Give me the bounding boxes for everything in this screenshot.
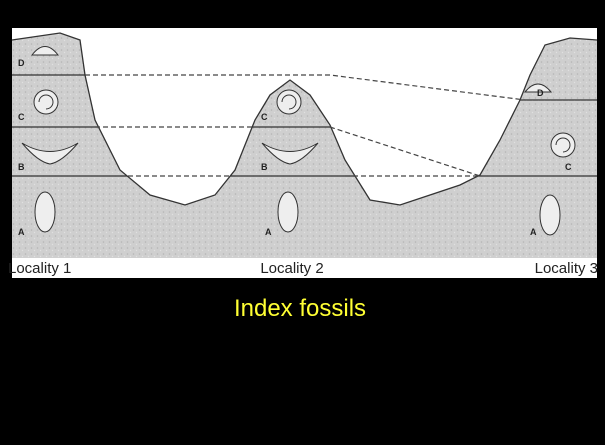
fossil-c-spiral (555, 137, 571, 153)
layer-label: B (18, 162, 25, 172)
fossil-c-spiral (38, 94, 54, 110)
layer-label: A (265, 227, 272, 237)
layer-label: C (565, 162, 572, 172)
fossil-c (276, 89, 302, 115)
fossil-d (523, 83, 553, 93)
fossil-b (21, 142, 79, 165)
layer-label: C (18, 112, 25, 122)
layer-label: C (261, 112, 268, 122)
layer-label: B (261, 162, 268, 172)
fossil-c (550, 132, 576, 158)
correlation-line (95, 126, 481, 177)
fossil-d (30, 46, 60, 56)
terrain-outline (11, 32, 598, 206)
fossil-a (539, 194, 561, 236)
layer-label: D (18, 58, 25, 68)
locality-label: Locality 3 (535, 260, 598, 277)
layer-label: A (530, 227, 537, 237)
layer-label: D (537, 88, 544, 98)
fossil-c-spiral (281, 94, 297, 110)
locality-label: Locality 1 (8, 260, 71, 277)
correlation-line (85, 74, 526, 101)
fossil-b (261, 142, 319, 165)
fossil-a (277, 191, 299, 233)
fossil-c (33, 89, 59, 115)
caption: Index fossils (234, 295, 366, 322)
locality-label: Locality 2 (260, 260, 323, 277)
layer-label: A (18, 227, 25, 237)
fossil-a (34, 191, 56, 233)
